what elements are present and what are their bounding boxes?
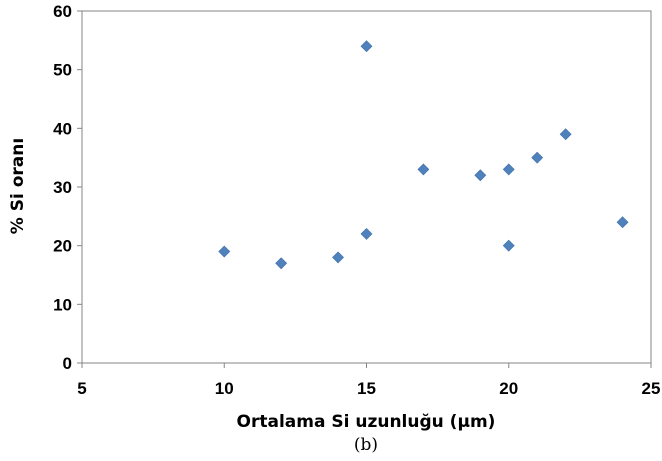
figure-caption: (b) [354, 435, 378, 455]
data-point [332, 251, 344, 264]
data-point [531, 151, 544, 164]
x-tick-label: 25 [642, 379, 661, 398]
x-tick-label: 20 [499, 379, 518, 398]
data-point [559, 128, 572, 141]
y-tick-label: 60 [53, 2, 72, 21]
y-tick-label: 40 [53, 119, 72, 138]
y-tick-label: 50 [53, 61, 72, 80]
x-tick-label: 10 [215, 379, 234, 398]
x-tick-label: 5 [77, 379, 86, 398]
y-axis-ticks: 0 10 20 30 40 50 60 [53, 2, 82, 373]
y-tick-label: 30 [53, 178, 72, 197]
data-point [360, 228, 373, 240]
x-axis-title: Ortalama Si uzunluğu (μm) [237, 412, 496, 432]
data-point [474, 169, 487, 182]
plot-area-border [81, 10, 652, 364]
data-point [502, 163, 515, 176]
data-point [275, 257, 288, 270]
data-points [218, 40, 629, 270]
data-point [417, 163, 430, 176]
x-tick-label: 15 [357, 379, 376, 398]
y-tick-label: 10 [53, 295, 72, 314]
axes [81, 10, 652, 364]
y-tick-label: 20 [53, 237, 72, 256]
data-point [360, 40, 373, 53]
data-point [502, 239, 515, 252]
y-tick-label: 0 [63, 354, 72, 373]
x-axis-ticks: 5 10 15 20 25 [77, 363, 660, 398]
data-point [218, 245, 231, 258]
y-axis-title: % Si oranı [8, 138, 28, 234]
data-point [616, 216, 629, 229]
